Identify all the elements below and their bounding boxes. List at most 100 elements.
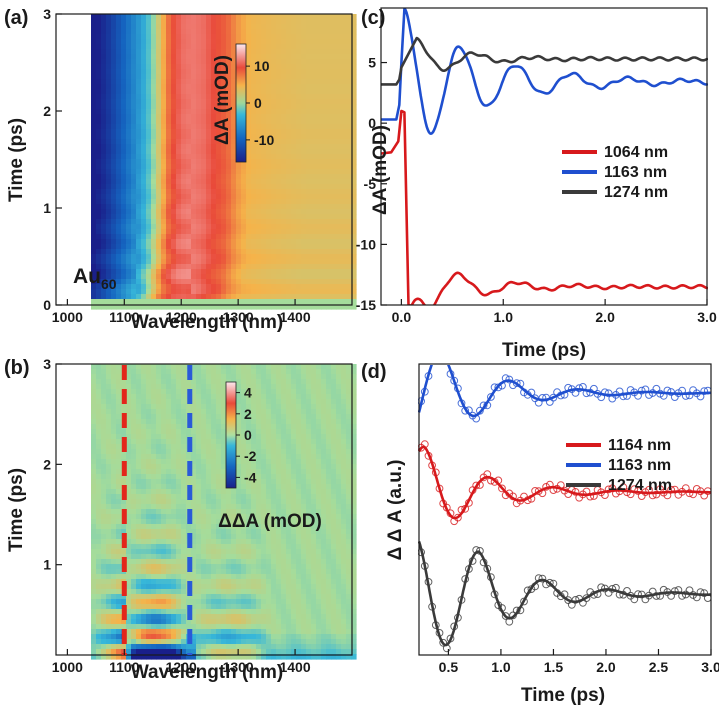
heatmap-cell-a [331,299,337,305]
heatmap-cell-a [296,224,302,230]
heatmap-cell-b [261,529,267,535]
heatmap-cell-b [241,439,247,445]
heatmap-cell-a [261,114,267,120]
heatmap-cell-a [261,24,267,30]
heatmap-cell-b [221,384,227,390]
heatmap-cell-b [246,429,252,435]
heatmap-cell-a [261,139,267,145]
heatmap-cell-a [271,199,277,205]
heatmap-cell-a [116,69,122,75]
heatmap-cell-a [106,99,112,105]
heatmap-cell-b [96,494,102,500]
heatmap-cell-a [96,224,102,230]
heatmap-cell-a [156,64,162,70]
heatmap-cell-a [351,29,357,35]
heatmap-cell-a [291,104,297,110]
heatmap-cell-b [286,514,292,520]
heatmap-cell-a [256,229,262,235]
heatmap-cell-a [186,264,192,270]
heatmap-cell-a [301,259,307,265]
heatmap-cell-a [251,279,257,285]
heatmap-cell-b [321,379,327,385]
heatmap-cell-b [111,524,117,530]
heatmap-cell-a [281,154,287,160]
heatmap-cell-b [311,509,317,515]
heatmap-cell-b [316,404,322,410]
heatmap-cell-b [91,509,97,515]
heatmap-cell-b [311,419,317,425]
heatmap-cell-a [301,29,307,35]
heatmap-cell-a [191,114,197,120]
heatmap-cell-a [121,89,127,95]
heatmap-cell-a [106,64,112,70]
heatmap-cell-b [296,394,302,400]
heatmap-cell-b [311,524,317,530]
heatmap-cell-a [206,229,212,235]
heatmap-cell-a [216,104,222,110]
heatmap-cell-a [276,59,282,65]
heatmap-cell-a [336,214,342,220]
heatmap-cell-b [281,424,287,430]
heatmap-cell-a [326,284,332,290]
heatmap-cell-b [326,484,332,490]
heatmap-cell-a [216,299,222,305]
heatmap-cell-a [321,299,327,305]
heatmap-cell-a [301,19,307,25]
heatmap-cell-b [156,454,162,460]
heatmap-cell-a [126,304,132,310]
heatmap-cell-a [246,269,252,275]
heatmap-cell-b [251,454,257,460]
heatmap-cell-b [151,534,157,540]
heatmap-cell-a [316,144,322,150]
heatmap-cell-b [196,524,202,530]
heatmap-cell-a [261,239,267,245]
heatmap-cell-b [141,379,147,385]
heatmap-cell-a [251,144,257,150]
heatmap-cell-b [156,379,162,385]
heatmap-cell-a [156,234,162,240]
heatmap-cell-a [271,159,277,165]
heatmap-cell-a [231,269,237,275]
heatmap-cell-a [206,184,212,190]
heatmap-cell-a [146,119,152,125]
heatmap-cell-a [271,219,277,225]
heatmap-cell-b [181,429,187,435]
heatmap-cell-a [276,269,282,275]
heatmap-cell-b [201,509,207,515]
heatmap-cell-a [191,69,197,75]
heatmap-cell-a [301,204,307,210]
heatmap-cell-b [336,489,342,495]
heatmap-cell-a [156,254,162,260]
heatmap-cell-a [116,214,122,220]
x-tick-label-a: 1400 [279,309,310,325]
heatmap-cell-a [246,274,252,280]
heatmap-cell-a [331,24,337,30]
heatmap-cell-b [246,444,252,450]
heatmap-cell-a [326,304,332,310]
heatmap-cell-b [236,379,242,385]
heatmap-cell-a [106,254,112,260]
heatmap-cell-b [206,434,212,440]
heatmap-cell-a [96,294,102,300]
heatmap-cell-b [181,469,187,475]
heatmap-cell-a [146,29,152,35]
heatmap-cell-b [126,524,132,530]
heatmap-cell-a [276,204,282,210]
heatmap-cell-b [176,534,182,540]
heatmap-cell-a [156,89,162,95]
heatmap-cell-a [131,289,137,295]
heatmap-cell-a [111,154,117,160]
heatmap-cell-a [196,99,202,105]
heatmap-cell-a [101,174,107,180]
heatmap-cell-b [316,479,322,485]
heatmap-cell-b [286,399,292,405]
heatmap-cell-a [316,259,322,265]
heatmap-cell-a [121,139,127,145]
heatmap-cell-a [166,114,172,120]
heatmap-cell-a [266,194,272,200]
heatmap-cell-a [316,199,322,205]
heatmap-cell-a [261,99,267,105]
heatmap-cell-b [321,529,327,535]
heatmap-cell-b [146,474,152,480]
heatmap-cell-a [166,134,172,140]
